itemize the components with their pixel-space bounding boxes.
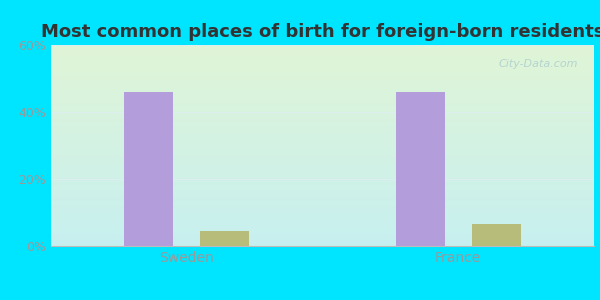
Bar — [472, 224, 521, 246]
Bar — [396, 92, 445, 246]
Title: Most common places of birth for foreign-born residents: Most common places of birth for foreign-… — [41, 23, 600, 41]
Bar — [124, 92, 173, 246]
Bar — [200, 231, 249, 246]
Text: City-Data.com: City-Data.com — [498, 59, 578, 69]
